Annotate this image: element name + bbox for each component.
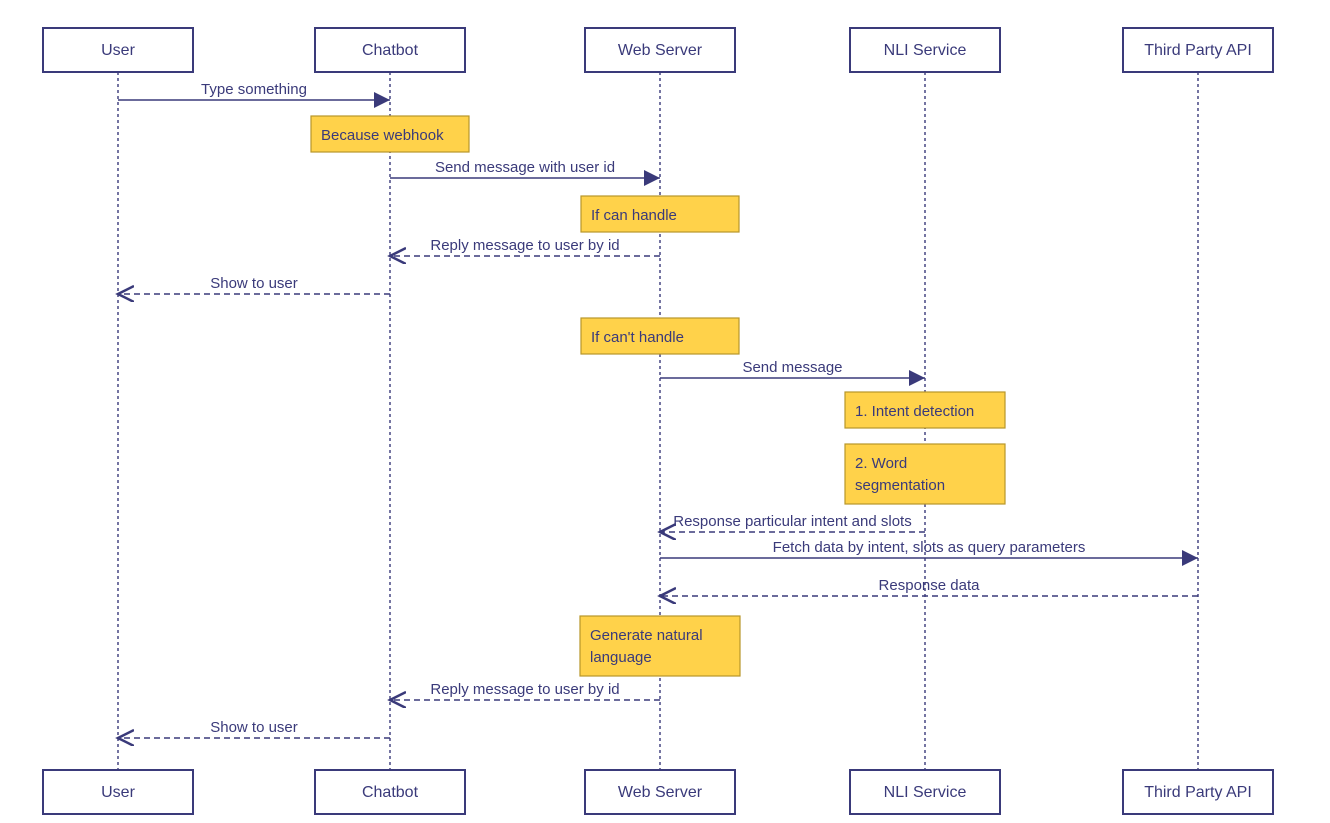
note: 2. Word segmentation bbox=[845, 444, 1005, 504]
participant-nli: NLI Service bbox=[850, 28, 1000, 72]
message-label: Show to user bbox=[210, 719, 298, 736]
note-text: If can't handle bbox=[591, 329, 684, 346]
note: Because webhook bbox=[311, 116, 469, 152]
note-text: Because webhook bbox=[321, 127, 444, 144]
participant-label: User bbox=[101, 42, 135, 59]
message-label: Show to user bbox=[210, 275, 298, 292]
message-label: Response data bbox=[879, 577, 981, 594]
participant-label: Web Server bbox=[618, 42, 703, 59]
message-label: Reply message to user by id bbox=[430, 681, 619, 698]
participant-web: Web Server bbox=[585, 770, 735, 814]
message-label: Type something bbox=[201, 81, 307, 98]
note: If can't handle bbox=[581, 318, 739, 354]
message-label: Send message bbox=[742, 359, 842, 376]
note-text: segmentation bbox=[855, 477, 945, 494]
participant-web: Web Server bbox=[585, 28, 735, 72]
note: 1. Intent detection bbox=[845, 392, 1005, 428]
participant-label: NLI Service bbox=[884, 42, 967, 59]
participant-chatbot: Chatbot bbox=[315, 770, 465, 814]
message-label: Send message with user id bbox=[435, 159, 615, 176]
participant-label: Third Party API bbox=[1144, 42, 1252, 59]
note-text: language bbox=[590, 649, 652, 666]
note: If can handle bbox=[581, 196, 739, 232]
participant-chatbot: Chatbot bbox=[315, 28, 465, 72]
participant-label: Chatbot bbox=[362, 784, 419, 801]
note-text: 2. Word bbox=[855, 455, 907, 472]
note-text: Generate natural bbox=[590, 627, 703, 644]
note-text: 1. Intent detection bbox=[855, 403, 974, 420]
participant-nli: NLI Service bbox=[850, 770, 1000, 814]
participant-api: Third Party API bbox=[1123, 28, 1273, 72]
participant-label: Third Party API bbox=[1144, 784, 1252, 801]
message-label: Response particular intent and slots bbox=[673, 513, 911, 530]
participant-label: User bbox=[101, 784, 135, 801]
participant-label: NLI Service bbox=[884, 784, 967, 801]
participant-user: User bbox=[43, 28, 193, 72]
sequence-diagram: User Chatbot Web Server NLI Service Third Pa… bbox=[0, 0, 1330, 823]
participant-label: Web Server bbox=[618, 784, 703, 801]
message-label: Reply message to user by id bbox=[430, 237, 619, 254]
note: Generate natural language bbox=[580, 616, 740, 676]
participant-user: User bbox=[43, 770, 193, 814]
note-text: If can handle bbox=[591, 207, 677, 224]
participant-label: Chatbot bbox=[362, 42, 419, 59]
message-label: Fetch data by intent, slots as query par… bbox=[773, 539, 1086, 556]
participant-api: Third Party API bbox=[1123, 770, 1273, 814]
